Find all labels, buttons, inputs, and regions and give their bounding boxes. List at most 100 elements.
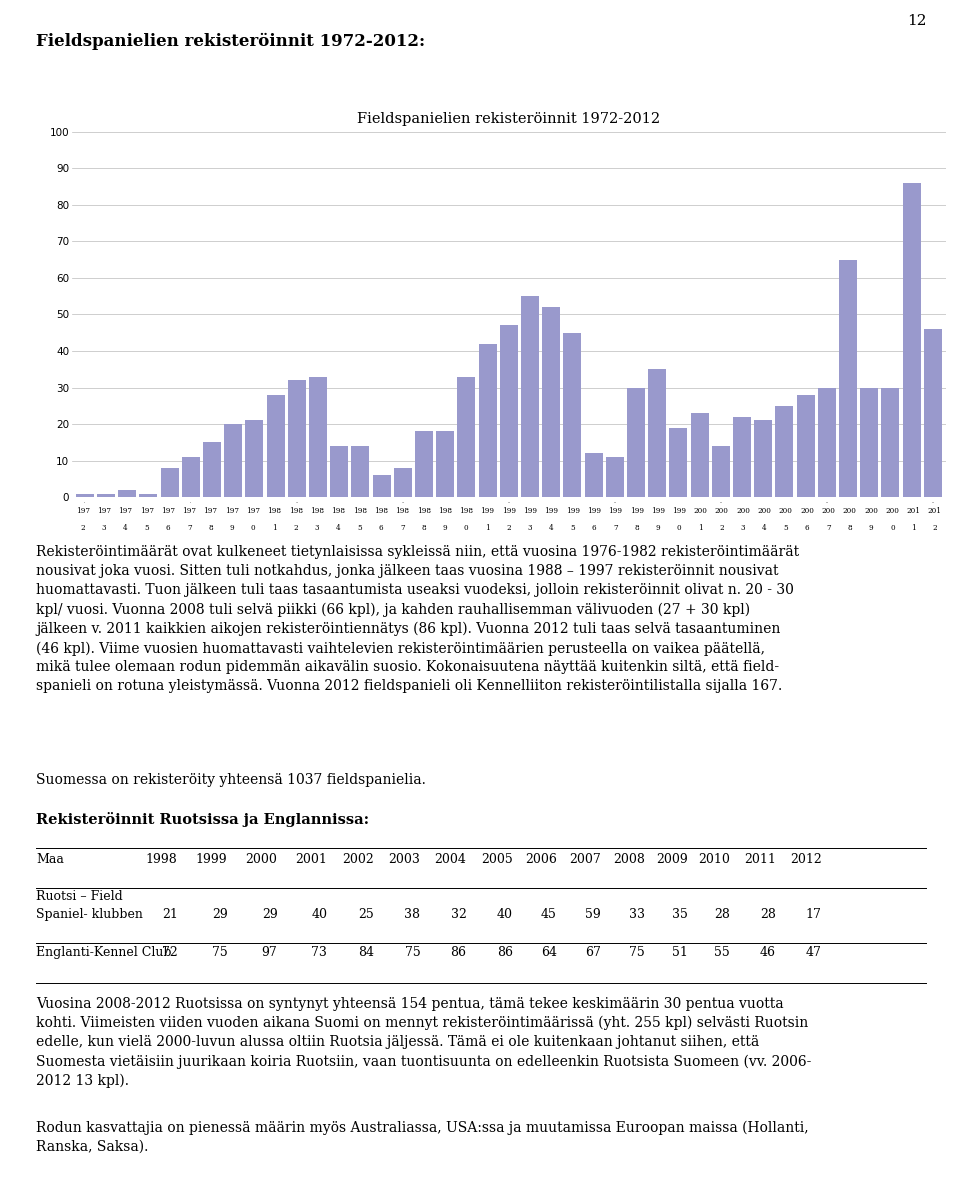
Text: 1999: 1999	[196, 853, 228, 866]
Text: 0: 0	[464, 524, 468, 532]
Text: 73: 73	[311, 946, 327, 958]
Text: 199: 199	[587, 507, 601, 515]
Text: 6: 6	[591, 524, 596, 532]
Text: 6: 6	[165, 524, 170, 532]
Text: 199: 199	[523, 507, 537, 515]
Text: 200: 200	[843, 507, 856, 515]
Text: 2: 2	[720, 524, 724, 532]
Text: 3: 3	[528, 524, 533, 532]
Bar	[648, 369, 666, 497]
Text: 2012: 2012	[790, 853, 822, 866]
Text: 198: 198	[310, 507, 324, 515]
Text: Rekisteröinnit Ruotsissa ja Englannissa:: Rekisteröinnit Ruotsissa ja Englannissa:	[36, 812, 370, 828]
Bar	[118, 490, 136, 497]
Bar	[500, 326, 517, 497]
Text: 201: 201	[906, 507, 921, 515]
Text: 199: 199	[565, 507, 580, 515]
Text: 198: 198	[268, 507, 281, 515]
Bar	[881, 388, 900, 497]
Text: 47: 47	[805, 946, 822, 958]
Text: 38: 38	[404, 908, 420, 921]
Bar	[181, 456, 200, 497]
Text: 4: 4	[123, 524, 128, 532]
Text: Maa: Maa	[36, 853, 64, 866]
Text: 197: 197	[97, 507, 111, 515]
Text: 2003: 2003	[389, 853, 420, 866]
Text: 198: 198	[289, 507, 302, 515]
Bar	[351, 446, 370, 497]
Text: 199: 199	[651, 507, 665, 515]
Text: 2008: 2008	[613, 853, 645, 866]
Text: 197: 197	[139, 507, 154, 515]
Text: Rodun kasvattajia on pienessä määrin myös Australiassa, USA:ssa ja muutamissa Eu: Rodun kasvattajia on pienessä määrin myö…	[36, 1120, 809, 1154]
Text: 46: 46	[759, 946, 776, 958]
Text: Vuosina 2008-2012 Ruotsissa on syntynyt yhteensä 154 pentua, tämä tekee keskimää: Vuosina 2008-2012 Ruotsissa on syntynyt …	[36, 997, 812, 1088]
Text: 199: 199	[672, 507, 686, 515]
Text: 2007: 2007	[569, 853, 601, 866]
Bar	[669, 428, 687, 497]
Bar	[309, 376, 327, 497]
Text: 3: 3	[315, 524, 320, 532]
Text: Ruotsi – Field: Ruotsi – Field	[36, 890, 123, 903]
Text: 197: 197	[161, 507, 175, 515]
Text: 64: 64	[540, 946, 557, 958]
Bar	[139, 494, 157, 497]
Text: 75: 75	[630, 946, 645, 958]
Text: 200: 200	[715, 507, 729, 515]
Bar	[224, 424, 242, 497]
Text: 3: 3	[741, 524, 745, 532]
Text: 3: 3	[102, 524, 107, 532]
Bar	[924, 329, 942, 497]
Text: 1: 1	[272, 524, 276, 532]
Bar	[776, 406, 794, 497]
Bar	[521, 296, 539, 497]
Text: 2: 2	[932, 524, 937, 532]
Text: 67: 67	[585, 946, 601, 958]
Text: 8: 8	[848, 524, 852, 532]
Text: 5: 5	[357, 524, 362, 532]
Text: 5: 5	[570, 524, 575, 532]
Bar	[733, 417, 751, 497]
Bar	[479, 344, 496, 497]
Text: 2: 2	[81, 524, 85, 532]
Text: 9: 9	[229, 524, 234, 532]
Text: 199: 199	[544, 507, 559, 515]
Bar	[542, 307, 561, 497]
Text: 2009: 2009	[657, 853, 688, 866]
Text: 199: 199	[630, 507, 643, 515]
Text: 7: 7	[187, 524, 191, 532]
Text: 8: 8	[635, 524, 639, 532]
Text: 197: 197	[225, 507, 239, 515]
Text: Spaniel- klubben: Spaniel- klubben	[36, 908, 143, 921]
Bar	[606, 456, 624, 497]
Bar	[415, 431, 433, 497]
Text: 4: 4	[549, 524, 554, 532]
Text: 29: 29	[262, 908, 277, 921]
Bar	[267, 395, 284, 497]
Text: 25: 25	[359, 908, 374, 921]
Text: 198: 198	[396, 507, 409, 515]
Bar	[797, 395, 815, 497]
Text: 198: 198	[459, 507, 473, 515]
Bar	[330, 446, 348, 497]
Text: 1998: 1998	[146, 853, 178, 866]
Text: 32: 32	[450, 908, 467, 921]
Title: Fieldspanielien rekisteröinnit 1972-2012: Fieldspanielien rekisteröinnit 1972-2012	[357, 113, 660, 127]
Text: 55: 55	[714, 946, 730, 958]
Text: 197: 197	[76, 507, 89, 515]
Bar	[902, 183, 921, 497]
Text: 9: 9	[869, 524, 874, 532]
Text: 197: 197	[118, 507, 132, 515]
Bar	[246, 420, 263, 497]
Text: 21: 21	[161, 908, 178, 921]
Text: 6: 6	[804, 524, 809, 532]
Text: 2011: 2011	[744, 853, 776, 866]
Text: 72: 72	[162, 946, 178, 958]
Text: 40: 40	[311, 908, 327, 921]
Text: 59: 59	[586, 908, 601, 921]
Bar	[457, 376, 475, 497]
Text: 201: 201	[928, 507, 942, 515]
Bar	[76, 494, 94, 497]
Text: 29: 29	[212, 908, 228, 921]
Text: 45: 45	[540, 908, 557, 921]
